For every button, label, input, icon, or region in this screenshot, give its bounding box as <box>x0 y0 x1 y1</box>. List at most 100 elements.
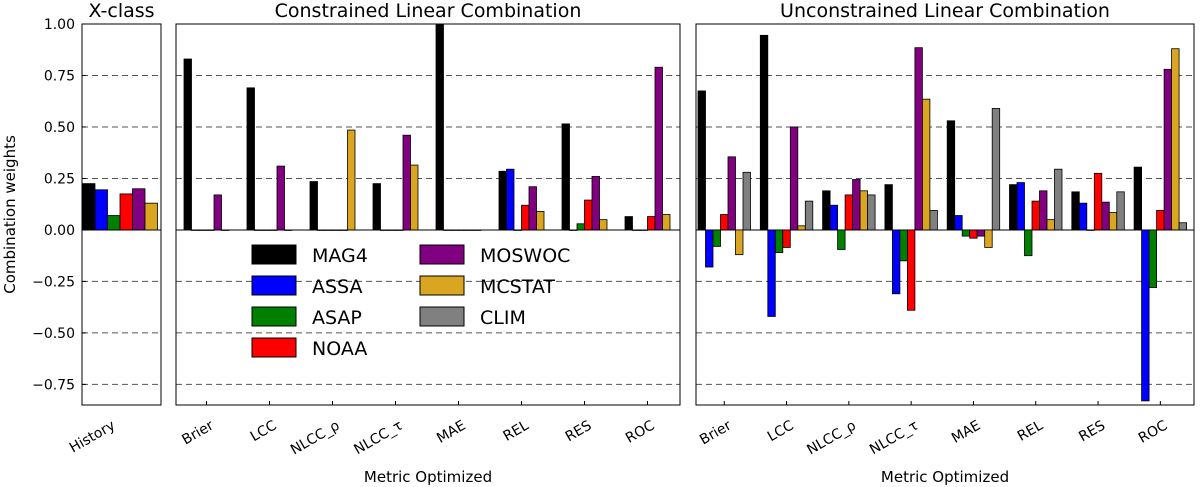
bar-asap <box>324 229 333 231</box>
bar-mag4 <box>822 190 831 231</box>
bar-asap <box>261 229 270 231</box>
bar-moswoc <box>528 186 537 231</box>
bar-mag4 <box>82 183 96 231</box>
chart-title: X-class <box>88 0 154 22</box>
bar-mag4 <box>183 58 192 231</box>
bar-noaa <box>844 194 853 231</box>
chart-legend: MAG4 ASSA ASAP NOAA MOSWOC MCSTAT CLIM <box>251 244 570 360</box>
bar-mcstat <box>473 229 482 231</box>
x-tick-label: Brier <box>697 417 734 448</box>
bar-assa <box>569 229 578 231</box>
x-tick-label: MAE <box>434 418 468 447</box>
bar-mag4 <box>1009 184 1018 231</box>
y-tick-label: −0.25 <box>32 274 75 290</box>
chart-panel-2: Brier LCC NLCC_ρ NLCC_τ MAE REL RES ROC Constrai… <box>175 0 681 486</box>
bar-mcstat <box>284 229 293 231</box>
bar-mcstat <box>735 229 744 256</box>
x-tick-label: NLCC_τ <box>867 418 921 458</box>
bar-assa <box>1016 182 1025 231</box>
bar-mcstat <box>536 211 545 231</box>
bar-asap <box>961 229 971 237</box>
bar-moswoc <box>591 175 600 231</box>
bar-asap <box>387 229 396 231</box>
x-tick-label: History <box>67 418 118 457</box>
bar-mag4 <box>372 183 381 231</box>
y-tick-label: 1.00 <box>44 17 75 33</box>
x-tick-label: NLCC_ρ <box>804 418 859 459</box>
legend-label: ASAP <box>312 307 362 329</box>
bar-clim <box>804 200 814 231</box>
bar-moswoc <box>276 165 285 231</box>
bar-clim <box>929 209 938 231</box>
bar-mcstat <box>347 129 356 231</box>
x-tick-label: RES <box>1076 418 1108 446</box>
x-tick-label: ROC <box>623 417 658 446</box>
bar-moswoc <box>465 229 474 231</box>
bar-mag4 <box>246 87 255 231</box>
x-tick-label: NLCC_ρ <box>288 418 343 459</box>
bar-mcstat <box>859 190 868 231</box>
bar-mcstat <box>1108 212 1118 231</box>
bar-assa <box>767 229 776 317</box>
chart-panel-3: Brier LCC NLCC_ρ NLCC_τ MAE REL RES ROC Unconstr… <box>695 0 1195 486</box>
bar-mcstat <box>1046 219 1055 231</box>
bar-mag4 <box>309 181 318 231</box>
x-tick-label: ROC <box>1136 417 1171 446</box>
bar-mag4 <box>1071 191 1080 231</box>
x-tick-label: Brier <box>179 417 216 448</box>
bar-assa <box>317 229 326 231</box>
bar-clim <box>1054 168 1063 231</box>
bar-moswoc <box>132 188 146 231</box>
bar-assa <box>506 168 515 231</box>
y-axis-label: Combination weights <box>1 135 19 294</box>
bar-mcstat <box>797 225 806 231</box>
bar-noaa <box>1156 209 1165 231</box>
bar-noaa <box>907 229 916 311</box>
x-tick-label: LCC <box>248 417 280 445</box>
legend-label: ASSA <box>312 276 362 298</box>
bar-assa <box>380 229 389 231</box>
bar-noaa <box>720 214 729 231</box>
bar-mcstat <box>922 98 931 231</box>
bar-assa <box>443 229 452 231</box>
y-tick-label: −0.50 <box>32 326 75 342</box>
bar-clim <box>1116 191 1125 231</box>
legend-label: CLIM <box>480 307 526 329</box>
bar-noaa <box>584 199 593 231</box>
chart-title: Constrained Linear Combination <box>275 0 582 22</box>
bar-asap <box>712 229 721 247</box>
bar-moswoc <box>654 66 663 231</box>
x-tick-label: REL <box>1015 418 1046 445</box>
y-tick-label: 0.00 <box>44 223 75 239</box>
bar-mcstat <box>1171 48 1180 231</box>
legend-label: MOSWOC <box>480 245 570 267</box>
bar-moswoc <box>1163 68 1172 231</box>
legend-swatch-noaa <box>251 337 297 358</box>
bar-mag4 <box>759 34 769 231</box>
bar-clim <box>991 108 1001 231</box>
y-tick-label: −0.75 <box>32 377 75 393</box>
legend-swatch-asap <box>251 306 297 327</box>
bar-noaa <box>332 229 341 231</box>
y-tick-label: 0.50 <box>44 120 75 136</box>
bar-clim <box>1178 222 1187 231</box>
bar-noaa <box>269 229 278 231</box>
bar-mag4 <box>561 123 570 231</box>
bar-mag4 <box>946 120 956 231</box>
bar-mag4 <box>884 184 893 231</box>
legend-swatch-assa <box>251 275 297 296</box>
x-tick-label: MAE <box>949 418 983 447</box>
x-tick-label: RES <box>563 418 595 446</box>
bar-asap <box>576 223 585 231</box>
bar-asap <box>450 229 459 231</box>
bar-noaa <box>521 204 530 231</box>
bar-moswoc <box>402 134 411 231</box>
legend-swatch-mcstat <box>419 275 465 296</box>
plot-frame <box>81 23 162 406</box>
bar-asap <box>639 229 648 231</box>
bar-moswoc <box>339 229 348 231</box>
bar-noaa <box>1093 172 1103 231</box>
bar-asap <box>107 215 121 231</box>
bar-asap <box>513 229 522 231</box>
bar-assa <box>829 204 838 231</box>
